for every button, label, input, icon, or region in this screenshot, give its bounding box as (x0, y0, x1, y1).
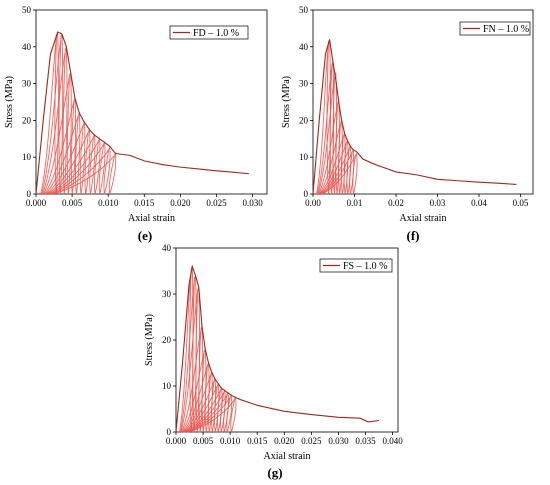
plot-frame (175, 247, 399, 433)
y-tick-label: 20 (299, 115, 309, 125)
loading-cycle-1 (179, 266, 194, 433)
x-tick-label: 0.04 (471, 198, 487, 208)
loading-cycle-11 (50, 140, 106, 195)
loading-cycle-1 (40, 31, 59, 195)
legend-label: FD – 1.0 % (193, 28, 239, 39)
loading-cycle-3 (42, 46, 68, 195)
x-tick-label: 0.05 (513, 198, 529, 208)
y-tick-label: 20 (22, 115, 32, 125)
y-tick-label: 20 (162, 335, 172, 345)
loading-cycle-14 (188, 396, 237, 433)
y-tick-label: 10 (299, 152, 309, 162)
y-tick-label: 40 (162, 243, 172, 253)
x-tick-label: 0.010 (98, 198, 119, 208)
envelope-curve (175, 264, 380, 433)
panel-g-chart: 0.000 0.005 0.010 0.015 0.020 0.025 0.030 0.035… (144, 243, 403, 480)
y-tick-label: 10 (162, 381, 172, 391)
y-axis-title: Stress (MPa) (4, 76, 15, 128)
loading-cycle-4 (43, 72, 72, 195)
legend-label: FS – 1.0 % (343, 261, 387, 272)
panel-f-chart: 0.00 0.01 0.02 0.03 0.04 0.05 0 10 20 30 40 50 Axial… (281, 5, 534, 243)
y-tick-label: 30 (162, 289, 172, 299)
panel-e-chart: 0.000 0.005 0.010 0.015 0.020 0.025 0.030 0 10 20… (4, 5, 268, 243)
y-tick-label: 0 (167, 427, 172, 437)
x-tick-label: 0.030 (242, 198, 263, 208)
y-tick-label: 0 (27, 189, 32, 199)
panel-label: (f) (407, 228, 420, 243)
plot-frame (35, 9, 268, 195)
legend-box (459, 21, 531, 36)
loading-cycle-10 (322, 151, 358, 195)
loading-cycle-10 (49, 137, 101, 195)
loading-cycle-12 (52, 146, 111, 195)
panel-label: (g) (267, 465, 282, 480)
legend-box (169, 25, 249, 40)
envelope-curve (312, 39, 517, 195)
y-tick-label: 50 (299, 5, 309, 15)
y-tick-label: 10 (22, 152, 32, 162)
loading-cycle-8 (47, 127, 91, 195)
x-tick-label: 0.020 (170, 198, 191, 208)
x-tick-label: 0.000 (166, 436, 187, 446)
x-tick-label: 0.035 (355, 436, 376, 446)
x-tick-label: 0.01 (347, 198, 363, 208)
x-tick-label: 0.005 (62, 198, 83, 208)
panel-label: (e) (138, 228, 152, 243)
y-tick-label: 0 (304, 189, 309, 199)
loading-cycle-13 (187, 393, 233, 433)
loading-cycle-2 (41, 33, 64, 195)
y-axis-title: Stress (MPa) (144, 314, 155, 366)
x-tick-label: 0.000 (26, 198, 47, 208)
y-tick-label: 30 (299, 79, 309, 89)
y-tick-label: 50 (22, 5, 32, 15)
envelope-curve (35, 31, 250, 195)
loading-cycle-5 (44, 96, 77, 195)
x-axis-title: Axial strain (128, 213, 175, 224)
x-tick-label: 0.02 (388, 198, 404, 208)
legend-label: FN – 1.0 % (483, 24, 529, 35)
x-tick-label: 0.010 (220, 436, 241, 446)
y-tick-label: 40 (299, 42, 309, 52)
x-tick-label: 0.03 (430, 198, 446, 208)
x-tick-label: 0.030 (328, 436, 349, 446)
x-tick-label: 0.00 (305, 198, 321, 208)
y-tick-label: 40 (22, 42, 32, 52)
y-axis-title: Stress (MPa) (281, 76, 292, 128)
legend-box (319, 258, 393, 273)
x-axis-title: Axial strain (400, 213, 447, 224)
loading-cycle-13 (53, 151, 117, 195)
x-tick-label: 0.020 (274, 436, 295, 446)
x-axis-title: Axial strain (264, 451, 311, 462)
x-tick-label: 0.015 (134, 198, 155, 208)
x-tick-label: 0.025 (301, 436, 322, 446)
x-tick-label: 0.005 (193, 436, 214, 446)
x-tick-label: 0.040 (382, 436, 403, 446)
plot-frame (312, 9, 534, 195)
y-tick-label: 30 (22, 79, 32, 89)
x-tick-label: 0.025 (206, 198, 227, 208)
x-tick-label: 0.015 (247, 436, 268, 446)
